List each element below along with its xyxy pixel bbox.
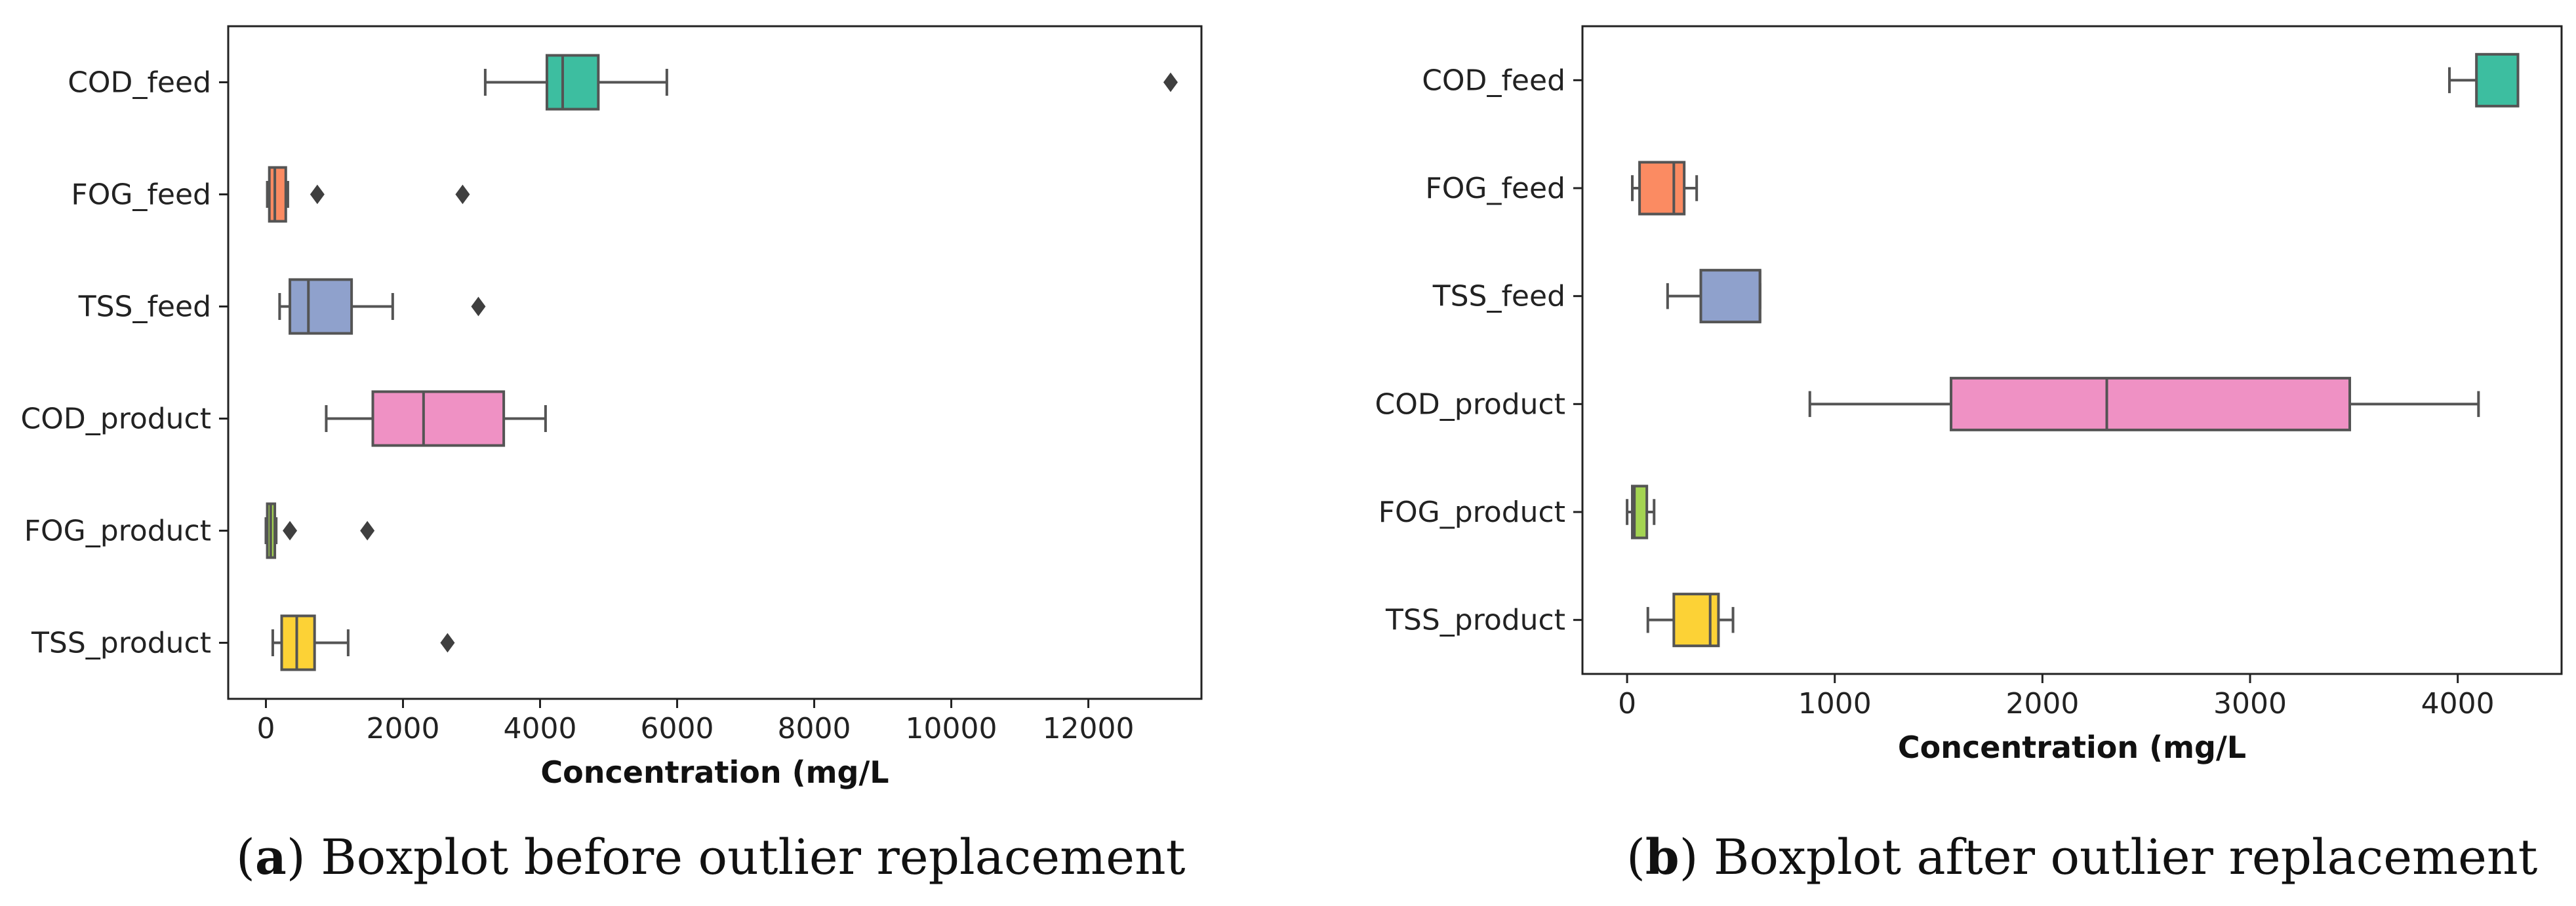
x-tick-label-12000: 12000 [1043, 712, 1135, 745]
caption-a: (a) Boxplot before outlier replacement [236, 829, 1186, 886]
y-tick-label-tss-feed: TSS_feed [1432, 280, 1565, 313]
caption-b-letter: b [1645, 829, 1680, 886]
x-tick-label-10000: 10000 [906, 712, 997, 745]
y-tick-label-fog-feed: FOG_feed [1425, 172, 1565, 205]
outlier-tss-product-0 [440, 633, 455, 653]
caption-a-text: Boxplot before outlier replacement [321, 829, 1186, 886]
boxplot-before-chart: 0 2000 4000 6000 8000 10000 12000 Concentration… [21, 25, 1203, 790]
y-tick-label-tss-product: TSS_product [1385, 604, 1565, 637]
caption-b: (b) Boxplot after outlier replacement [1626, 829, 2538, 886]
box-cod-feed [483, 54, 1178, 111]
y-tick-label-tss-feed: TSS_feed [78, 290, 211, 324]
box-cod-feed [2448, 52, 2520, 108]
x-tick-label-2000: 2000 [367, 712, 440, 745]
y-tick-label-fog-product: FOG_product [1379, 496, 1565, 529]
panel-b: 0 1000 2000 3000 4000 Concentration (mg/L COD_… [1288, 0, 2576, 906]
y-tick-label-cod-product: COD_product [21, 403, 211, 436]
outlier-cod-feed-0 [1163, 72, 1178, 92]
outlier-fog-product-0 [283, 521, 298, 541]
x-tick-label-8000: 8000 [778, 712, 851, 745]
iqr-box-tss-product [280, 614, 316, 671]
iqr-box-tss-feed [1699, 269, 1761, 324]
caption-b-text: Boxplot after outlier replacement [1714, 829, 2538, 886]
caption-a-letter: a [254, 829, 287, 886]
x-tick-label-0: 0 [1618, 687, 1636, 720]
x-tick-label-0: 0 [256, 712, 275, 745]
outlier-fog-product-1 [360, 521, 375, 541]
x-tick-label-4000: 4000 [2421, 687, 2495, 720]
x-axis-title: Concentration (mg/L [540, 755, 889, 790]
box-cod-product [1808, 376, 2480, 431]
outlier-fog-feed-1 [455, 184, 470, 205]
box-fog-product [264, 502, 375, 559]
iqr-box-cod-feed [545, 54, 600, 111]
iqr-box-fog-feed [1638, 161, 1686, 216]
x-tick-label-4000: 4000 [504, 712, 577, 745]
y-tick-label-cod-feed: COD_feed [68, 66, 211, 100]
box-tss-feed [1666, 269, 1761, 324]
plot-frame [227, 25, 1203, 700]
iqr-box-cod-feed [2475, 52, 2520, 108]
panel-a: 0 2000 4000 6000 8000 10000 12000 Concentration… [21, 25, 1203, 886]
x-axis-title: Concentration (mg/L [1898, 730, 2246, 765]
y-tick-label-tss-product: TSS_product [31, 627, 211, 660]
iqr-box-cod-product [1950, 376, 2352, 431]
box-fog-feed [1630, 161, 1699, 216]
y-tick-label-cod-product: COD_product [1375, 387, 1565, 421]
x-tick-label-6000: 6000 [641, 712, 714, 745]
x-tick-label-3000: 3000 [2213, 687, 2287, 720]
iqr-box-fog-feed [268, 166, 287, 223]
y-tick-label-fog-feed: FOG_feed [71, 178, 211, 212]
outlier-fog-feed-0 [310, 184, 325, 205]
box-fog-feed [266, 166, 470, 223]
box-tss-product [271, 614, 455, 671]
x-tick-label-1000: 1000 [1798, 687, 1872, 720]
outlier-tss-feed-0 [471, 296, 486, 317]
box-cod-product [325, 390, 547, 447]
iqr-box-cod-product [371, 390, 506, 447]
y-tick-label-fog-product: FOG_product [24, 515, 211, 548]
iqr-box-fog-product [1630, 484, 1649, 540]
boxplot-after-chart: 0 1000 2000 3000 4000 Concentration (mg/L COD_… [1375, 25, 2563, 765]
box-tss-product [1646, 593, 1735, 648]
x-tick-label-2000: 2000 [2005, 687, 2079, 720]
iqr-box-tss-product [1672, 593, 1720, 648]
iqr-box-tss-feed [289, 278, 353, 335]
y-tick-label-cod-feed: COD_feed [1422, 64, 1565, 97]
box-fog-product [1626, 484, 1656, 540]
plot-frame [1581, 25, 2563, 675]
box-tss-feed [278, 278, 486, 335]
